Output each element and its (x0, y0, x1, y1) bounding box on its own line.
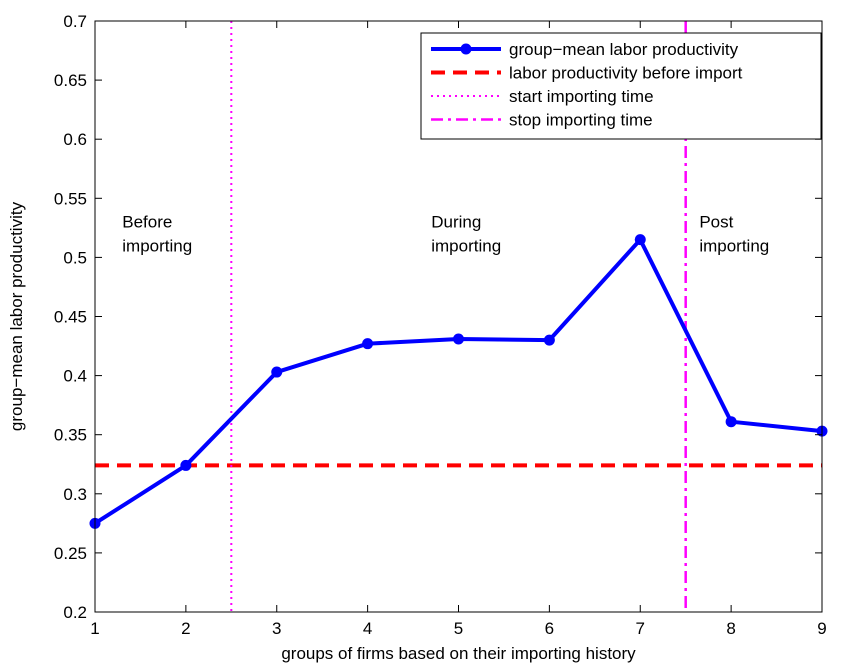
region-label-2: Post importing (699, 213, 769, 256)
x-tick-label: 8 (726, 619, 735, 638)
y-tick-label: 0.25 (54, 544, 87, 563)
y-tick-label: 0.45 (54, 308, 87, 327)
data-point (271, 366, 283, 378)
legend: group−mean labor productivity labor produ… (420, 32, 822, 140)
y-tick-label: 0.2 (63, 603, 87, 622)
y-tick-label: 0.55 (54, 189, 87, 208)
x-tick-label: 6 (545, 619, 554, 638)
region-label-0: Before importing (122, 213, 192, 256)
data-point (453, 333, 464, 345)
x-tick-label: 2 (181, 619, 190, 638)
y-tick-label: 0.7 (63, 12, 87, 31)
x-tick-label: 9 (817, 619, 826, 638)
y-tick-label: 0.35 (54, 426, 87, 445)
legend-entry-0: group−mean labor productivity (509, 40, 739, 59)
legend-marker (460, 43, 472, 55)
x-tick-label: 4 (363, 619, 372, 638)
x-axis-label: groups of firms based on their importing… (281, 644, 636, 663)
data-point (634, 234, 646, 246)
data-point (543, 334, 555, 346)
data-point (180, 459, 192, 471)
x-tick-label: 1 (90, 619, 99, 638)
legend-entry-1: labor productivity before import (509, 64, 743, 83)
x-tick-label: 7 (636, 619, 645, 638)
y-tick-label: 0.3 (63, 485, 87, 504)
region-label-1: During importing (431, 213, 501, 256)
y-tick-label: 0.65 (54, 71, 87, 90)
y-axis-label: group−mean labor productivity (7, 201, 26, 431)
x-tick-label: 3 (272, 619, 281, 638)
legend-entry-2: start importing time (509, 87, 654, 106)
data-point (362, 338, 374, 350)
y-tick-label: 0.5 (63, 248, 87, 267)
x-tick-label: 5 (454, 619, 463, 638)
y-tick-label: 0.4 (63, 367, 87, 386)
data-point (725, 416, 737, 428)
axes: 1 2 3 4 5 6 7 8 9 0.2 0.25 0.3 0.35 0.4 0.45 0.5 0.55 0.6… (54, 12, 827, 638)
legend-entry-3: stop importing time (509, 111, 653, 130)
y-tick-label: 0.6 (63, 130, 87, 149)
